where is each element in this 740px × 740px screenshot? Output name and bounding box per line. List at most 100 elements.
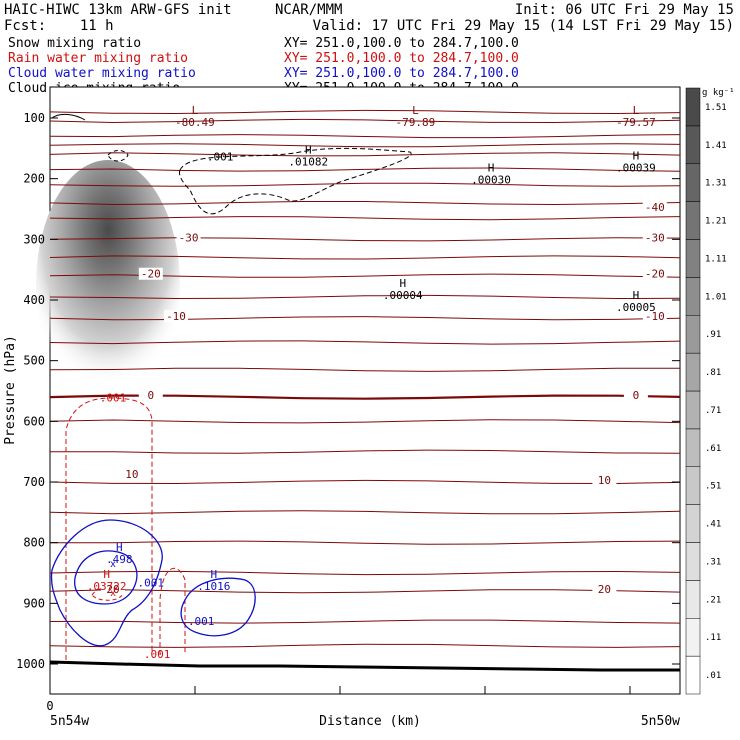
contour-label: .001	[100, 391, 127, 404]
colorbar-cell	[685, 201, 701, 240]
isotherm-line	[49, 340, 681, 345]
plot-area: -30-20-1001020-40-30-20-1001020L-80.49L-…	[16, 86, 681, 695]
temperature-label: 20	[598, 583, 611, 596]
x-endpoint-left: 5n54w	[50, 714, 89, 729]
extremum-value: .00039	[616, 162, 656, 175]
temperature-label-bg	[138, 267, 163, 280]
y-tick-label: 100	[23, 111, 45, 125]
extremum-mark: L	[192, 104, 199, 117]
temperature-label-bg	[119, 467, 144, 480]
colorbar-label: .51	[705, 482, 721, 492]
isotherm-line	[49, 316, 681, 321]
extremum-value: -79.57	[616, 116, 656, 129]
temperature-label-bg	[642, 231, 667, 244]
colorbar-cell	[685, 428, 701, 467]
colorbar-label: .81	[705, 368, 721, 378]
isotherm-line	[49, 619, 681, 624]
extremum-value: .1016	[197, 580, 230, 593]
contour-label: .001	[144, 648, 171, 661]
isotherm-line	[49, 367, 680, 372]
temperature-label-bg	[642, 267, 667, 280]
temperature-label: 10	[125, 468, 138, 481]
colorbar-cell	[685, 618, 701, 657]
cloudwater-contour-right	[180, 577, 256, 637]
colorbar-cell	[685, 239, 701, 278]
colorbar-cell	[685, 87, 701, 127]
inner-marker: x	[110, 559, 116, 570]
extremum-value: .01082	[288, 155, 328, 168]
legend-snow-xy: XY= 251.0,100.0 to 284.7,100.0	[284, 36, 519, 51]
isotherm-line	[49, 510, 681, 515]
y-tick-label: 900	[23, 596, 45, 610]
temperature-label: -40	[645, 201, 665, 214]
isotherm-line	[49, 237, 681, 242]
temperature-label: 0	[633, 389, 640, 402]
y-tick-label: 400	[23, 293, 45, 307]
y-tick-label: 200	[23, 172, 45, 186]
legend-snow-name: Snow mixing ratio	[8, 36, 141, 51]
colorbar-label: 1.41	[705, 141, 727, 151]
colorbar-label: .11	[705, 633, 721, 643]
chart-marks: -30-20-1001020-40-30-20-1001020L-80.49L-…	[87, 104, 667, 661]
colorbar-label: .91	[705, 330, 721, 340]
colorbar-cell	[685, 352, 701, 392]
extremum-value: -80.49	[175, 116, 215, 129]
extremum-value: .00005	[616, 301, 656, 314]
header-left-2: Fcst: 11 h	[4, 18, 114, 34]
extremum-value: .00030	[471, 174, 511, 187]
colorbar-label: .01	[705, 671, 721, 681]
isotherm-line	[49, 643, 681, 648]
x-axis	[49, 686, 631, 694]
isotherm-line	[49, 216, 681, 221]
colorbar-cell	[685, 163, 701, 202]
extremum-mark: H	[399, 277, 406, 290]
contour-label: .001	[207, 150, 234, 163]
colorbar-label: 1.21	[705, 217, 727, 227]
extremum-value: .498	[106, 553, 133, 566]
header-right-1: Init: 06 UTC Fri 29 May 15	[515, 2, 734, 18]
temperature-label: -10	[166, 310, 186, 323]
colorbar-cell	[685, 655, 701, 695]
y-tick-label: 1000	[16, 657, 45, 671]
x-tick-zero: 0	[46, 699, 53, 713]
colorbar-cells: .01 .11 .21 .31 .41 .51 .61 .71 .81 .91 1.01 1.11 1.…	[685, 87, 727, 695]
temperature-label-bg	[642, 310, 667, 323]
snow-contour	[179, 147, 412, 215]
temperature-label: -20	[141, 268, 161, 281]
rain-contour-small	[159, 568, 186, 655]
inner-marker: x	[110, 588, 116, 599]
isotherm-line	[50, 449, 681, 454]
temperature-label: 0	[147, 389, 154, 402]
colorbar-label: 1.51	[705, 103, 727, 113]
isotherm-line	[49, 419, 681, 424]
terrain-line	[49, 660, 680, 672]
extremum-mark: L	[633, 104, 640, 117]
extremum-mark: L	[412, 104, 419, 117]
y-tick-label: 700	[23, 475, 45, 489]
contour-label: .001	[138, 576, 165, 589]
colorbar-label: .21	[705, 595, 721, 605]
colorbar-label: .31	[705, 557, 721, 567]
isotherm-line	[49, 255, 681, 260]
extremum-mark: H	[305, 143, 312, 156]
extremum-value: .00004	[383, 289, 423, 302]
colorbar-cell	[685, 466, 701, 505]
header-right-2: Valid: 17 UTC Fri 29 May 15 (14 LST Fri …	[313, 18, 734, 34]
legend-cloudwater-name: Cloud water mixing ratio	[8, 66, 196, 81]
legend-cloudwater-xy: XY= 251.0,100.0 to 284.7,100.0	[284, 66, 519, 81]
cloudwater-contour-inner	[74, 550, 138, 605]
temperature-label-bg	[101, 583, 125, 596]
isotherm-line	[49, 143, 681, 148]
y-tick-label: 300	[23, 232, 45, 246]
isotherm-line	[49, 540, 681, 545]
colorbar-cell	[685, 315, 701, 354]
colorbar-cell	[685, 390, 701, 430]
extremum-mark: H	[488, 162, 495, 175]
colorbar-label: 1.31	[705, 179, 727, 189]
temperature-label-bg	[592, 583, 617, 596]
header-left-1: HAIC-HIWC 13km ARW-GFS init	[4, 2, 232, 18]
temperature-label-bg	[642, 201, 667, 213]
cloud-ice-shading	[36, 160, 180, 410]
